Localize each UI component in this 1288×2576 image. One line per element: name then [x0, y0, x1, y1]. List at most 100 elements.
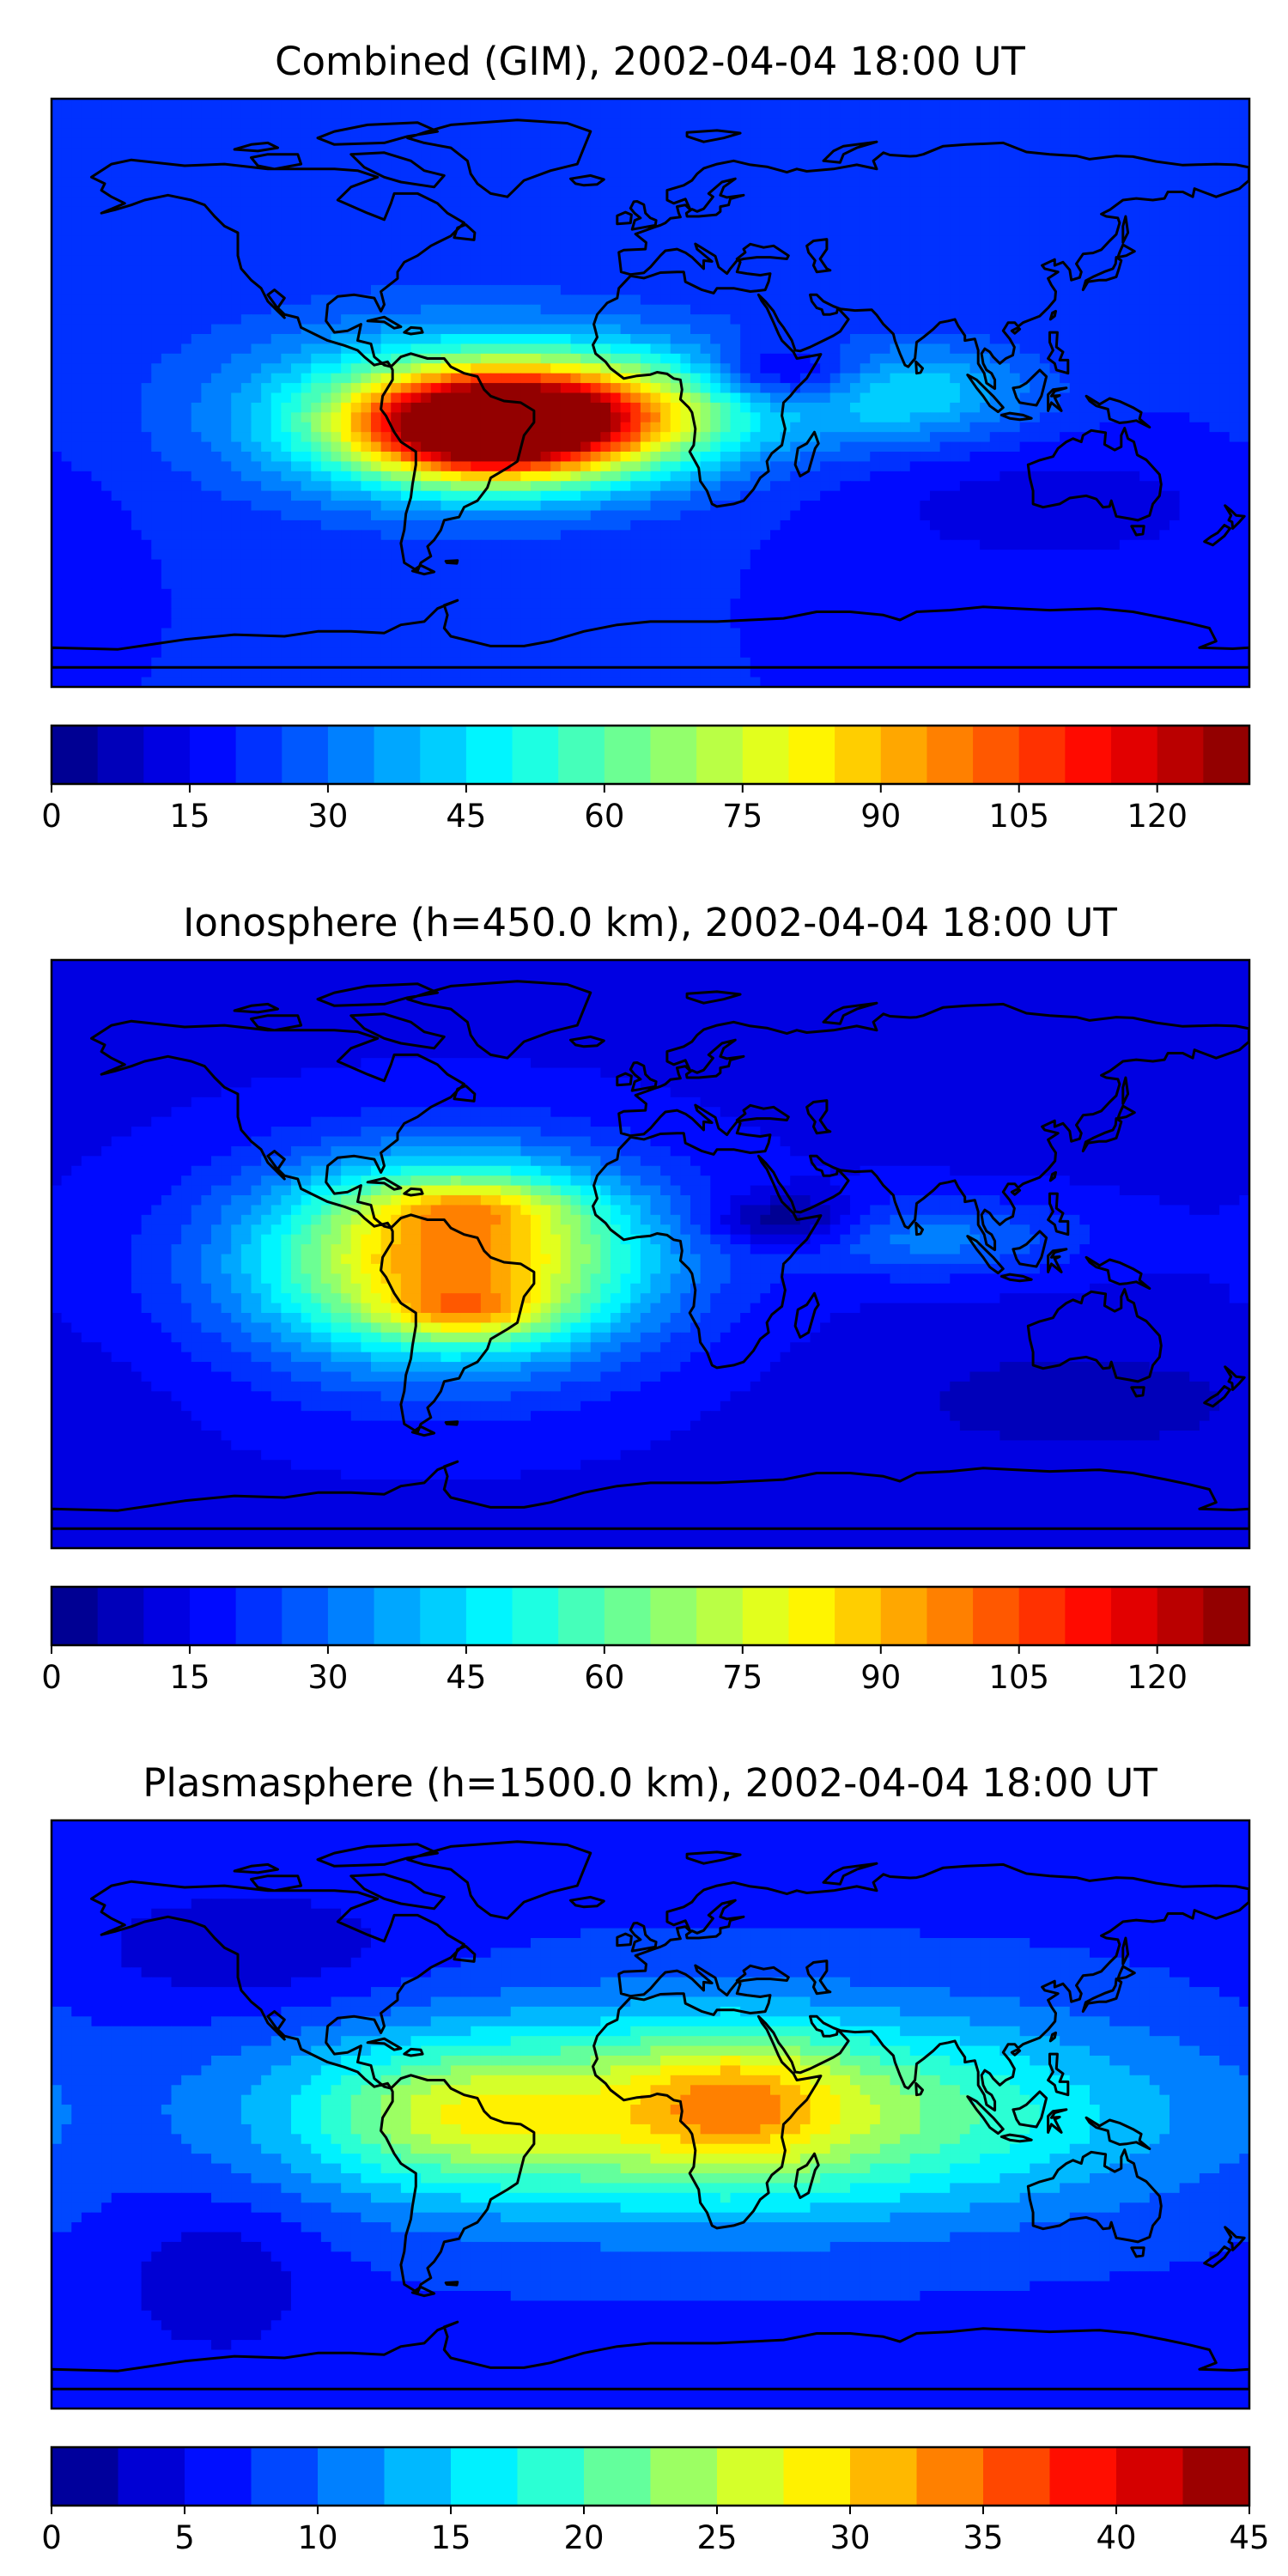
heatmap-cell: [1119, 412, 1131, 423]
heatmap-cell: [1229, 461, 1240, 472]
heatmap-cell: [989, 118, 1000, 129]
heatmap-cell: [391, 392, 402, 404]
heatmap-cell: [1049, 118, 1060, 129]
heatmap-cell: [1239, 99, 1249, 110]
heatmap-cell: [959, 148, 971, 159]
heatmap-cell: [1229, 392, 1240, 404]
heatmap-cell: [630, 490, 641, 501]
heatmap-cell: [1109, 157, 1121, 168]
heatmap-cell: [1129, 275, 1140, 286]
heatmap-cell: [999, 108, 1011, 119]
heatmap-cell: [790, 353, 801, 364]
heatmap-cell: [391, 235, 402, 246]
heatmap-cell: [799, 137, 811, 149]
heatmap-cell: [690, 304, 702, 315]
heatmap-cell: [1049, 452, 1060, 463]
heatmap-cell: [501, 265, 512, 276]
heatmap-cell: [580, 206, 592, 217]
heatmap-cell: [531, 353, 542, 364]
heatmap-cell: [1199, 441, 1211, 453]
heatmap-cell: [1159, 353, 1170, 364]
heatmap-cell: [1090, 167, 1101, 178]
heatmap-cell: [1149, 295, 1160, 306]
heatmap-cell: [1049, 461, 1060, 472]
heatmap-cell: [969, 432, 981, 443]
heatmap-cell: [111, 441, 122, 453]
heatmap-cell: [600, 481, 611, 492]
heatmap-cell: [1019, 334, 1030, 345]
heatmap-cell: [989, 235, 1000, 246]
heatmap-cell: [61, 471, 72, 482]
heatmap-cell: [1030, 422, 1041, 433]
heatmap-cell: [311, 235, 322, 246]
heatmap-cell: [380, 255, 392, 266]
heatmap-cell: [191, 275, 202, 286]
heatmap-cell: [81, 412, 93, 423]
heatmap-cell: [391, 255, 402, 266]
heatmap-cell: [101, 334, 112, 345]
heatmap-cell: [840, 481, 851, 492]
heatmap-cell: [1149, 383, 1160, 394]
heatmap-cell: [71, 402, 82, 413]
heatmap-cell: [81, 452, 93, 463]
heatmap-cell: [151, 432, 162, 443]
heatmap-cell: [410, 304, 422, 315]
heatmap-cell: [969, 226, 981, 237]
heatmap-cell: [111, 412, 122, 423]
heatmap-cell: [820, 99, 831, 110]
heatmap-cell: [700, 471, 711, 482]
heatmap-cell: [600, 461, 611, 472]
heatmap-cell: [1239, 481, 1249, 492]
heatmap-cell: [440, 392, 452, 404]
heatmap-cell: [91, 157, 102, 168]
heatmap-cell: [570, 226, 581, 237]
heatmap-cell: [480, 275, 492, 286]
heatmap-cell: [1149, 304, 1160, 315]
heatmap-cell: [580, 295, 592, 306]
heatmap-cell: [440, 157, 452, 168]
heatmap-cell: [371, 246, 382, 257]
heatmap-cell: [540, 452, 551, 463]
heatmap-cell: [890, 314, 901, 325]
heatmap-cell: [251, 235, 262, 246]
heatmap-cell: [620, 108, 631, 119]
heatmap-cell: [1129, 137, 1140, 149]
heatmap-cell: [52, 226, 63, 237]
heatmap-cell: [930, 490, 941, 501]
heatmap-cell: [1039, 128, 1051, 139]
heatmap-cell: [1060, 392, 1071, 404]
heatmap-cell: [440, 186, 452, 197]
heatmap-cell: [920, 275, 931, 286]
heatmap-cell: [510, 128, 521, 139]
heatmap-cell: [1209, 452, 1220, 463]
heatmap-cell: [111, 402, 122, 413]
heatmap-cell: [790, 148, 801, 159]
heatmap-cell: [939, 481, 951, 492]
heatmap-cell: [510, 108, 521, 119]
heatmap-cell: [930, 373, 941, 384]
heatmap-cell: [1139, 314, 1151, 325]
heatmap-cell: [620, 304, 631, 315]
heatmap-cell: [101, 452, 112, 463]
heatmap-cell: [510, 226, 521, 237]
heatmap-cell: [61, 373, 72, 384]
heatmap-cell: [909, 177, 920, 188]
heatmap-cell: [400, 412, 412, 423]
heatmap-cell: [1010, 157, 1021, 168]
heatmap-cell: [400, 383, 412, 394]
heatmap-cell: [760, 167, 771, 178]
heatmap-cell: [1159, 167, 1170, 178]
heatmap-cell: [790, 177, 801, 188]
heatmap-cell: [540, 157, 551, 168]
heatmap-cell: [291, 128, 302, 139]
heatmap-cell: [520, 452, 532, 463]
heatmap-cell: [660, 265, 671, 276]
heatmap-cell: [829, 284, 841, 295]
heatmap-cell: [101, 284, 112, 295]
heatmap-cell: [91, 295, 102, 306]
heatmap-cell: [870, 471, 881, 482]
heatmap-cell: [410, 373, 422, 384]
heatmap-cell: [1019, 265, 1030, 276]
heatmap-cell: [1060, 452, 1071, 463]
heatmap-cell: [760, 118, 771, 129]
